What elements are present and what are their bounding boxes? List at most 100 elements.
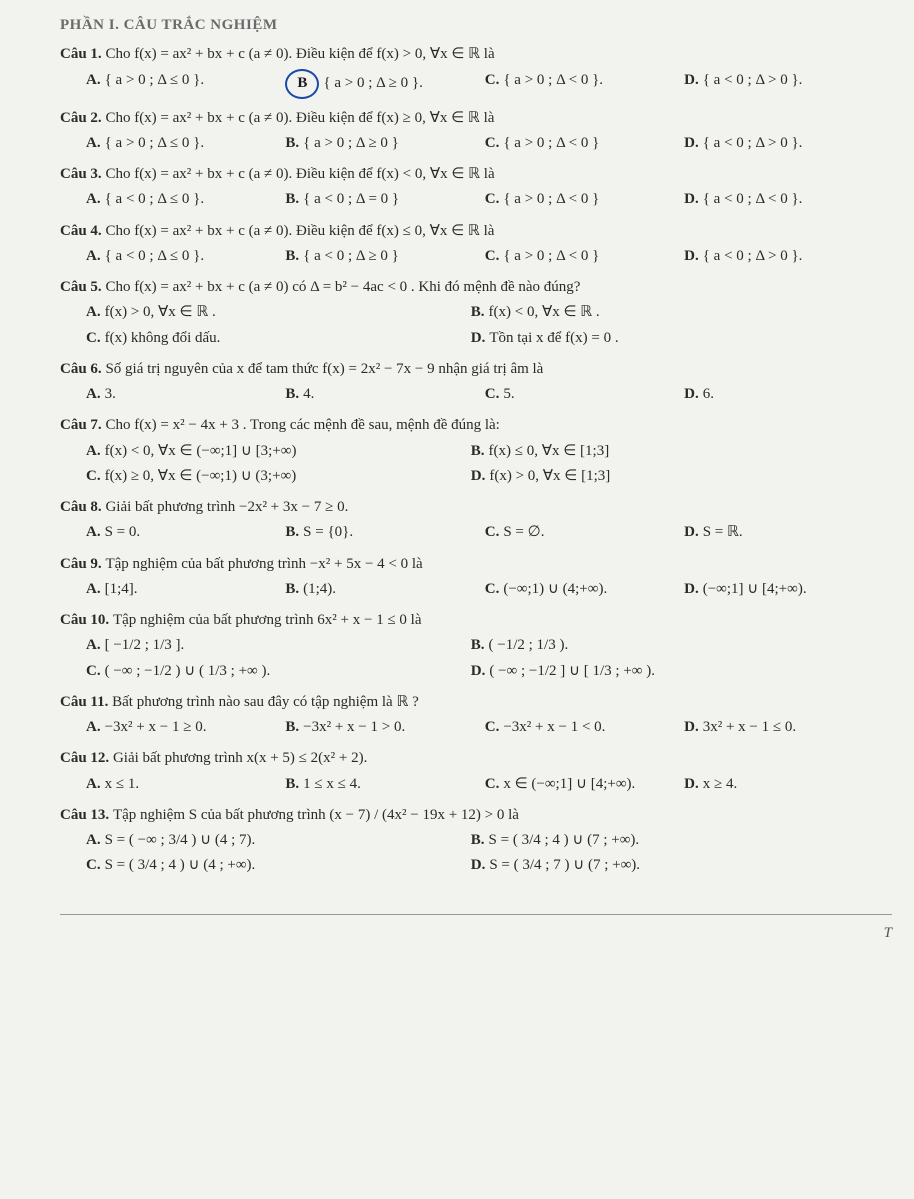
option-label: A. xyxy=(86,188,101,211)
answer-option[interactable]: A. f(x) > 0, ∀x ∈ ℝ . xyxy=(86,301,457,324)
answer-option[interactable]: A. { a < 0 ; Δ ≤ 0 }. xyxy=(86,245,271,268)
answer-option[interactable]: A. [ −1/2 ; 1/3 ]. xyxy=(86,634,457,657)
question-text: Cho f(x) = ax² + bx + c (a ≠ 0). Điều ki… xyxy=(105,166,494,182)
answer-option[interactable]: B { a > 0 ; Δ ≥ 0 }. xyxy=(285,69,470,99)
option-label: C. xyxy=(485,69,500,92)
answer-option[interactable]: D. Tồn tại x để f(x) = 0 . xyxy=(471,327,842,350)
question-label: Câu 5. xyxy=(60,279,105,295)
question-label: Câu 12. xyxy=(60,750,113,766)
options-row: A. 3. B. 4. C. 5. D. 6. xyxy=(86,383,892,408)
answer-option[interactable]: A. S = ( −∞ ; 3/4 ) ∪ (4 ; 7). xyxy=(86,829,457,852)
answer-option[interactable]: B. 4. xyxy=(285,383,470,406)
answer-option[interactable]: B. ( −1/2 ; 1/3 ). xyxy=(471,634,842,657)
answer-option[interactable]: A. 3. xyxy=(86,383,271,406)
footer-rule xyxy=(60,914,892,915)
answer-option[interactable]: D. S = ℝ. xyxy=(684,521,869,544)
answer-option[interactable]: C. (−∞;1) ∪ (4;+∞). xyxy=(485,578,670,601)
question: Câu 6. Số giá trị nguyên của x để tam th… xyxy=(60,358,892,409)
option-text: −3x² + x − 1 > 0. xyxy=(303,716,405,739)
answer-option[interactable]: D. 3x² + x − 1 ≤ 0. xyxy=(684,716,869,739)
answer-option[interactable]: C. { a > 0 ; Δ < 0 } xyxy=(485,132,670,155)
question-label: Câu 6. xyxy=(60,361,105,377)
answer-option[interactable]: D. { a < 0 ; Δ > 0 }. xyxy=(684,69,869,99)
answer-option[interactable]: B. { a < 0 ; Δ ≥ 0 } xyxy=(285,245,470,268)
option-label: C. xyxy=(485,245,500,268)
question: Câu 7. Cho f(x) = x² − 4x + 3 . Trong cá… xyxy=(60,414,892,490)
option-label: A. xyxy=(86,716,101,739)
options-row: A. { a < 0 ; Δ ≤ 0 }. B. { a < 0 ; Δ = 0 … xyxy=(86,188,892,213)
answer-option[interactable]: B. S = {0}. xyxy=(285,521,470,544)
answer-option[interactable]: A. S = 0. xyxy=(86,521,271,544)
question-label: Câu 4. xyxy=(60,223,105,239)
answer-option[interactable]: C. S = ∅. xyxy=(485,521,670,544)
answer-option[interactable]: A. [1;4]. xyxy=(86,578,271,601)
options-row: A. x ≤ 1. B. 1 ≤ x ≤ 4. C. x ∈ (−∞;1] ∪ [4… xyxy=(86,773,892,798)
option-label: B. xyxy=(285,716,299,739)
question-stem: Câu 6. Số giá trị nguyên của x để tam th… xyxy=(60,358,892,381)
answer-option[interactable]: D. (−∞;1] ∪ [4;+∞). xyxy=(684,578,869,601)
question: Câu 8. Giải bất phương trình −2x² + 3x −… xyxy=(60,496,892,547)
option-text: { a < 0 ; Δ < 0 }. xyxy=(703,188,803,211)
option-label: A. xyxy=(86,383,101,406)
options-row: A. f(x) > 0, ∀x ∈ ℝ . B. f(x) < 0, ∀x ∈ ℝ… xyxy=(86,301,892,352)
answer-option[interactable]: D. 6. xyxy=(684,383,869,406)
question-text: Giải bất phương trình x(x + 5) ≤ 2(x² + … xyxy=(113,750,367,766)
answer-option[interactable]: C. x ∈ (−∞;1] ∪ [4;+∞). xyxy=(485,773,670,796)
answer-option[interactable]: D. ( −∞ ; −1/2 ] ∪ [ 1/3 ; +∞ ). xyxy=(471,660,842,683)
section-header: PHẦN I. CÂU TRẮC NGHIỆM xyxy=(60,14,892,37)
option-text: { a > 0 ; Δ ≤ 0 }. xyxy=(105,132,205,155)
option-label: C. xyxy=(485,383,500,406)
answer-option[interactable]: C. f(x) ≥ 0, ∀x ∈ (−∞;1) ∪ (3;+∞) xyxy=(86,465,457,488)
answer-option[interactable]: D. { a < 0 ; Δ > 0 }. xyxy=(684,132,869,155)
answer-option[interactable]: D. { a < 0 ; Δ < 0 }. xyxy=(684,188,869,211)
answer-option[interactable]: B. (1;4). xyxy=(285,578,470,601)
answer-option[interactable]: C. { a > 0 ; Δ < 0 }. xyxy=(485,69,670,99)
option-label: C. xyxy=(485,773,500,796)
answer-option[interactable]: D. x ≥ 4. xyxy=(684,773,869,796)
question: Câu 5. Cho f(x) = ax² + bx + c (a ≠ 0) c… xyxy=(60,276,892,352)
option-label: D. xyxy=(471,854,486,877)
answer-option[interactable]: B. −3x² + x − 1 > 0. xyxy=(285,716,470,739)
answer-option[interactable]: C. S = ( 3/4 ; 4 ) ∪ (4 ; +∞). xyxy=(86,854,457,877)
option-text: S = ( −∞ ; 3/4 ) ∪ (4 ; 7). xyxy=(105,829,256,852)
question-stem: Câu 11. Bất phương trình nào sau đây có … xyxy=(60,691,892,714)
answer-option[interactable]: A. { a > 0 ; Δ ≤ 0 }. xyxy=(86,132,271,155)
options-row: A. { a < 0 ; Δ ≤ 0 }. B. { a < 0 ; Δ ≥ 0 … xyxy=(86,245,892,270)
option-text: (−∞;1] ∪ [4;+∞). xyxy=(703,578,807,601)
answer-option[interactable]: D. { a < 0 ; Δ > 0 }. xyxy=(684,245,869,268)
options-row: A. S = 0. B. S = {0}. C. S = ∅. D. S = ℝ. xyxy=(86,521,892,546)
options-row: A. [ −1/2 ; 1/3 ]. B. ( −1/2 ; 1/3 ). C. (… xyxy=(86,634,892,685)
question-text: Cho f(x) = ax² + bx + c (a ≠ 0). Điều ki… xyxy=(105,223,494,239)
question-label: Câu 2. xyxy=(60,110,105,126)
answer-option[interactable]: C. ( −∞ ; −1/2 ) ∪ ( 1/3 ; +∞ ). xyxy=(86,660,457,683)
answer-option[interactable]: A. f(x) < 0, ∀x ∈ (−∞;1] ∪ [3;+∞) xyxy=(86,440,457,463)
answer-option[interactable]: B. { a > 0 ; Δ ≥ 0 } xyxy=(285,132,470,155)
option-label: B. xyxy=(285,132,299,155)
answer-option[interactable]: A. { a < 0 ; Δ ≤ 0 }. xyxy=(86,188,271,211)
answer-option[interactable]: A. x ≤ 1. xyxy=(86,773,271,796)
options-row: A. [1;4]. B. (1;4). C. (−∞;1) ∪ (4;+∞). D. … xyxy=(86,578,892,603)
answer-option[interactable]: D. f(x) > 0, ∀x ∈ [1;3] xyxy=(471,465,842,488)
answer-option[interactable]: B. { a < 0 ; Δ = 0 } xyxy=(285,188,470,211)
option-label: D. xyxy=(471,327,486,350)
answer-option[interactable]: D. S = ( 3/4 ; 7 ) ∪ (7 ; +∞). xyxy=(471,854,842,877)
answer-option[interactable]: C. { a > 0 ; Δ < 0 } xyxy=(485,245,670,268)
option-text: ( −1/2 ; 1/3 ). xyxy=(489,634,569,657)
question-stem: Câu 4. Cho f(x) = ax² + bx + c (a ≠ 0). … xyxy=(60,220,892,243)
answer-option[interactable]: B. f(x) ≤ 0, ∀x ∈ [1;3] xyxy=(471,440,842,463)
answer-option[interactable]: A. −3x² + x − 1 ≥ 0. xyxy=(86,716,271,739)
option-label: B. xyxy=(285,773,299,796)
option-label: D. xyxy=(471,465,486,488)
answer-option[interactable]: B. f(x) < 0, ∀x ∈ ℝ . xyxy=(471,301,842,324)
answer-option[interactable]: C. 5. xyxy=(485,383,670,406)
question-list: Câu 1. Cho f(x) = ax² + bx + c (a ≠ 0). … xyxy=(60,43,892,879)
question-text: Số giá trị nguyên của x để tam thức f(x)… xyxy=(105,361,543,377)
answer-option[interactable]: B. 1 ≤ x ≤ 4. xyxy=(285,773,470,796)
answer-option[interactable]: A. { a > 0 ; Δ ≤ 0 }. xyxy=(86,69,271,99)
option-text: { a > 0 ; Δ ≤ 0 }. xyxy=(105,69,205,92)
option-label: A. xyxy=(86,69,101,92)
answer-option[interactable]: C. f(x) không đổi dấu. xyxy=(86,327,457,350)
answer-option[interactable]: C. −3x² + x − 1 < 0. xyxy=(485,716,670,739)
answer-option[interactable]: C. { a > 0 ; Δ < 0 } xyxy=(485,188,670,211)
answer-option[interactable]: B. S = ( 3/4 ; 4 ) ∪ (7 ; +∞). xyxy=(471,829,842,852)
